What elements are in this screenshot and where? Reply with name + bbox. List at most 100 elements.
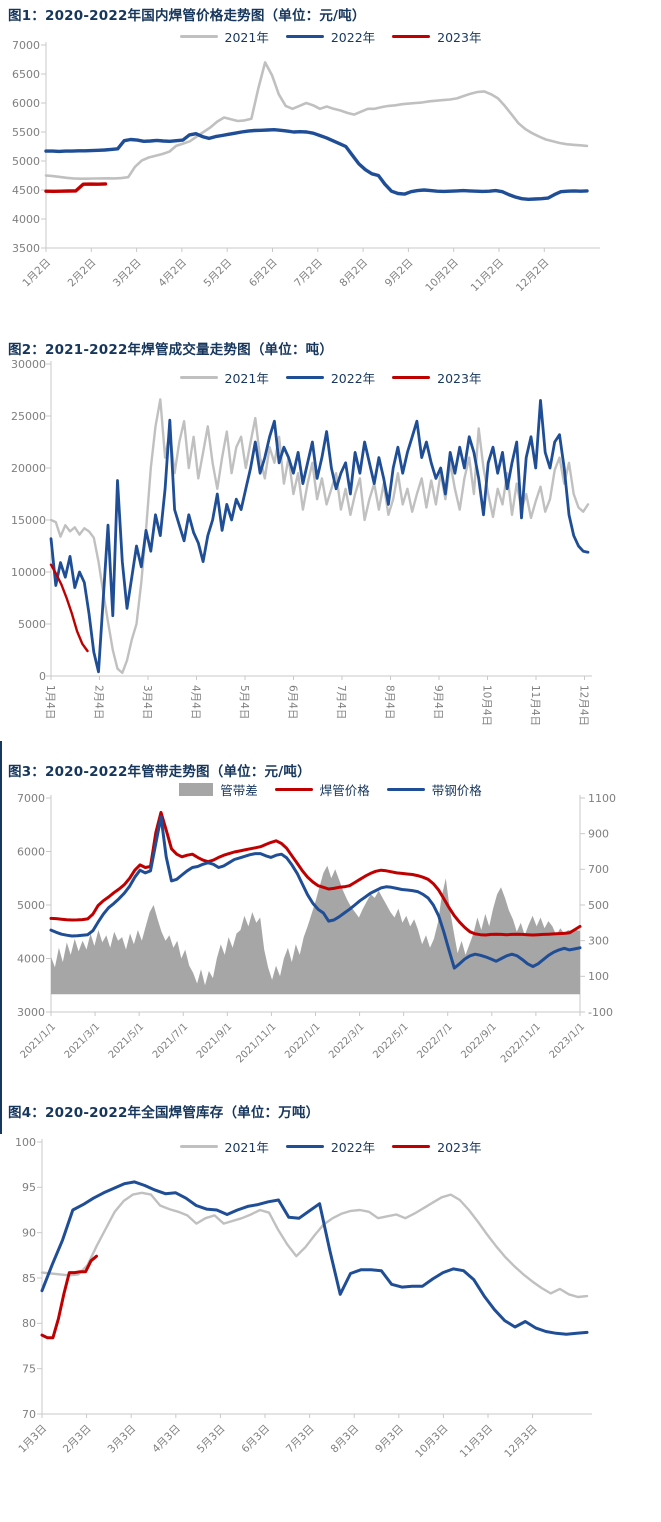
y-tick-label: 5000 (18, 618, 46, 631)
series-line-2023年 (44, 182, 108, 194)
x-tick-label: 11月2日 (469, 257, 507, 295)
y-tick-label: 5000 (12, 155, 40, 168)
x-tick-label: 11月4日 (529, 685, 541, 726)
x-tick-label: 9月4日 (432, 685, 444, 719)
x-tick-label: 2021/9/1 (195, 1021, 235, 1061)
legend-item: 带钢价格 (386, 780, 482, 799)
y-tick-label: 6000 (17, 845, 45, 858)
y-tick-label: 7000 (17, 792, 45, 805)
y-tick-label: 15000 (11, 514, 46, 527)
legend-label: 2021年 (224, 30, 269, 45)
x-tick-label: 2022/1/1 (283, 1021, 323, 1061)
y2-tick-label: 100 (588, 970, 609, 983)
legend-label: 2022年 (330, 371, 376, 386)
y-tick-label: 6500 (12, 68, 40, 81)
x-tick-label: 2021/5/1 (107, 1021, 147, 1061)
legend-item: 2023年 (392, 27, 481, 46)
series-area-管带差 (51, 865, 580, 995)
series-line-2023年 (40, 1254, 98, 1340)
chart1-plot: 3500 4000 4500 5000 5500 6000 6500 7000 1月2日 2月2日… (12, 40, 600, 295)
series-line-2021年 (49, 398, 590, 675)
legend-line-swatch (274, 788, 313, 791)
legend-label: 2021年 (224, 1140, 269, 1155)
legend-label: 焊管价格 (319, 783, 370, 798)
y2-tick-label: 300 (588, 934, 609, 947)
legend-line-swatch (392, 376, 431, 379)
legend-item: 2022年 (285, 1137, 375, 1156)
x-tick-label: 5月2日 (202, 257, 235, 290)
x-tick-label: 7月3日 (284, 1423, 317, 1456)
series-line-焊管价格 (49, 810, 582, 937)
chart1-title: 图1：2020-2022年国内焊管价格走势图（单位：元/吨） (8, 8, 366, 24)
x-tick-label: 3月3日 (106, 1423, 139, 1456)
y-tick-label: 80 (22, 1317, 36, 1330)
x-tick-label: 8月2日 (337, 257, 370, 290)
x-tick-label: 8月3日 (329, 1423, 362, 1456)
x-tick-label: 6月4日 (287, 685, 299, 719)
x-tick-label: 11月3日 (458, 1423, 496, 1461)
y-tick-label: 0 (39, 670, 46, 683)
x-tick-label: 5月4日 (238, 685, 250, 719)
y-tick-label: 5500 (12, 126, 40, 139)
chart3-legend: 管带差 焊管价格 带钢价格 (0, 780, 661, 799)
x-tick-label: 1月4日 (44, 685, 56, 719)
x-tick-label: 5月3日 (195, 1423, 228, 1456)
legend-area-swatch (179, 783, 214, 796)
legend-line-swatch (285, 1145, 324, 1148)
series-line-2021年 (40, 1191, 589, 1299)
x-tick-label: 2021/3/1 (63, 1021, 103, 1061)
legend-item: 管带差 (179, 780, 258, 799)
chart4-plot: 70 75 80 85 90 95 100 1月3日 2月3日 3月3日 4月3日 5月3日 6月3日 7… (15, 1136, 592, 1461)
y-tick-label: 100 (15, 1136, 36, 1149)
x-tick-label: 12月3日 (502, 1423, 540, 1461)
y2-tick-label: 1100 (588, 792, 616, 805)
chart4-legend: 2021年 2022年 2023年 (0, 1137, 661, 1156)
x-tick-label: 2023/1/1 (548, 1021, 588, 1061)
x-tick-label: 7月2日 (292, 257, 325, 290)
y2-tick-label: 900 (588, 827, 609, 840)
x-tick-label: 7月4日 (335, 685, 347, 719)
x-tick-label: 2月4日 (93, 685, 105, 719)
legend-line-swatch (179, 376, 218, 379)
x-tick-label: 1月3日 (16, 1423, 49, 1456)
series-line-2022年 (40, 1180, 589, 1336)
y-tick-label: 3500 (12, 242, 40, 255)
chart1-legend: 2021年 2022年 2023年 (0, 27, 661, 46)
x-tick-label: 2月3日 (61, 1423, 94, 1456)
legend-label: 2023年 (437, 1140, 482, 1155)
y-tick-label: 6000 (12, 97, 40, 110)
legend-label: 带钢价格 (431, 783, 482, 798)
legend-line-swatch (392, 34, 431, 39)
legend-label: 2023年 (437, 30, 482, 45)
legend-line-swatch (386, 788, 425, 791)
y2-tick-label: -100 (588, 1006, 613, 1019)
legend-item: 2023年 (392, 368, 481, 387)
y-tick-label: 90 (22, 1226, 36, 1239)
x-tick-label: 6月2日 (247, 257, 280, 290)
legend-item: 2021年 (179, 368, 269, 387)
x-tick-label: 4月4日 (190, 685, 202, 719)
x-tick-label: 2022/7/1 (415, 1021, 455, 1061)
x-tick-label: 2022/11/1 (499, 1021, 543, 1065)
left-border-line (0, 741, 2, 1134)
y-tick-label: 25000 (11, 410, 46, 423)
x-tick-label: 10月4日 (481, 685, 493, 726)
y-tick-label: 5000 (17, 899, 45, 912)
series-line-2022年 (44, 127, 589, 202)
legend-line-swatch (179, 35, 218, 38)
y2-tick-label: 700 (588, 863, 609, 876)
y2-tick-label: 500 (588, 899, 609, 912)
y-tick-label: 4000 (17, 952, 45, 965)
legend-item: 焊管价格 (274, 780, 370, 799)
x-tick-label: 2022/5/1 (371, 1021, 411, 1061)
legend-label: 管带差 (220, 783, 258, 798)
x-tick-label: 9月3日 (373, 1423, 406, 1456)
legend-line-swatch (285, 34, 324, 39)
legend-item: 2021年 (179, 1137, 269, 1156)
legend-line-swatch (179, 1145, 218, 1148)
legend-item: 2022年 (285, 368, 376, 387)
y-tick-label: 85 (22, 1272, 36, 1285)
x-tick-label: 2022/3/1 (327, 1021, 367, 1061)
x-tick-label: 4月3日 (150, 1423, 183, 1456)
